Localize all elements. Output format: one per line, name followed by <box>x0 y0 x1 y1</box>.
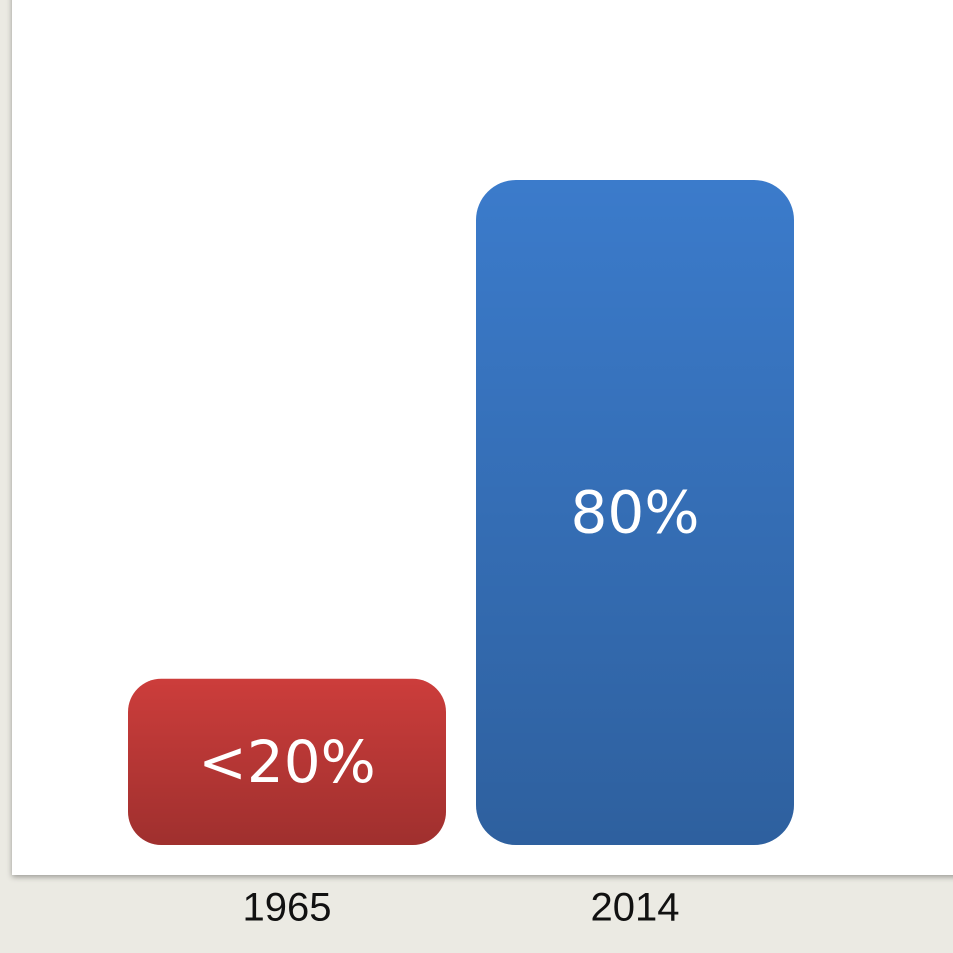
x-tick-label: 1965 <box>243 886 332 930</box>
bar-shade <box>128 678 446 845</box>
bar-shade <box>476 180 794 845</box>
value-label: <20% <box>198 728 376 796</box>
value-label: 80% <box>571 479 700 547</box>
x-tick-label: 2014 <box>591 886 680 930</box>
